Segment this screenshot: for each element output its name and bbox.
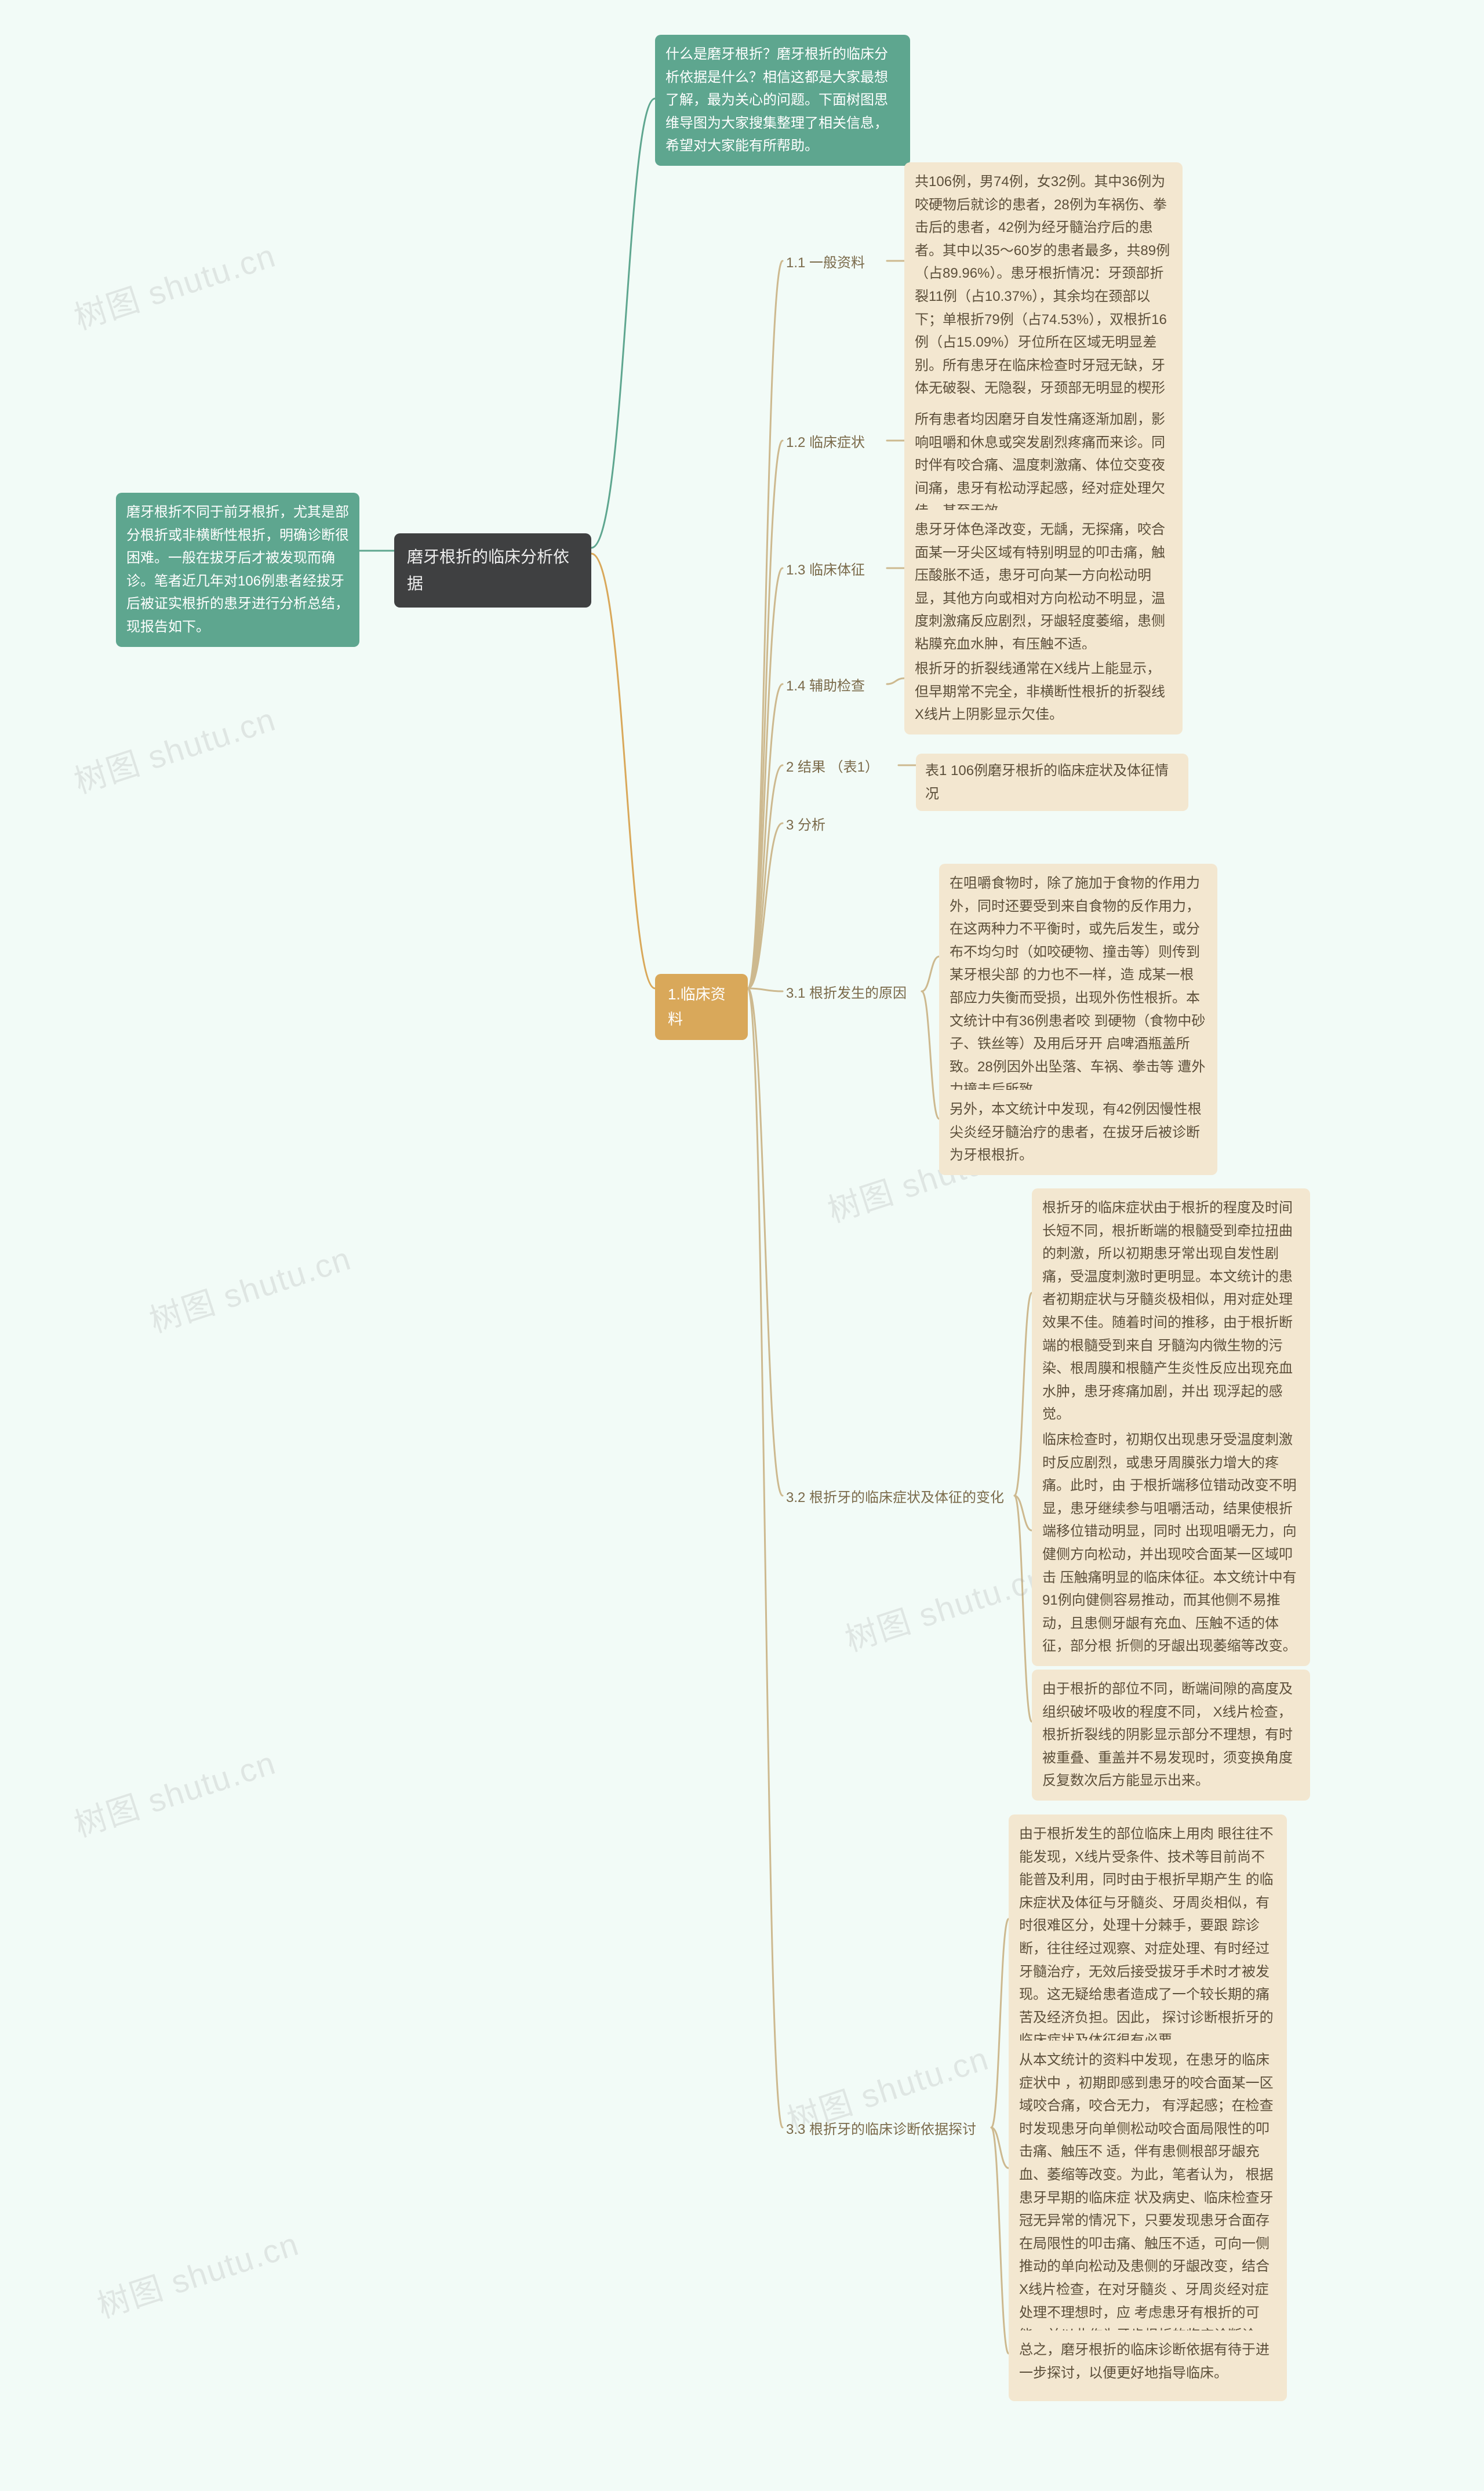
box-3-3-a: 由于根折发生的部位临床上用肉 眼往往不能发现，X线片受条件、技术等目前尚不能普及… [1009, 1814, 1287, 2060]
label-1-4[interactable]: 1.4 辅助检查 [783, 672, 887, 700]
label-1-2[interactable]: 1.2 临床症状 [783, 429, 887, 457]
intro-top-box: 什么是磨牙根折？磨牙根折的临床分析依据是什么？相信这都是大家最想了解，最为关心的… [655, 35, 910, 166]
box-3-2-a: 根折牙的临床症状由于根折的程度及时间长短不同，根折断端的根髓受到牵拉扭曲的刺激，… [1032, 1188, 1310, 1434]
box-3-3-c: 总之，磨牙根折的临床诊断依据有待于进一步探讨，以便更好地指导临床。 [1009, 2330, 1287, 2392]
box-3-1-b: 另外，本文统计中发现，有42例因慢性根尖炎经牙髓治疗的患者，在拔牙后被诊断为牙根… [939, 1090, 1217, 1175]
label-3-1[interactable]: 3.1 根折发生的原因 [783, 980, 922, 1008]
label-1-3[interactable]: 1.3 临床体征 [783, 557, 887, 584]
box-3-1-a: 在咀嚼食物时，除了施加于食物的作用力外，同时还要受到来自食物的反作用力，在这两种… [939, 864, 1217, 1110]
label-3-3[interactable]: 3.3 根折牙的临床诊断依据探讨 [783, 2116, 991, 2144]
box-1-3: 患牙牙体色泽改变，无龋，无探痛，咬合面某一牙尖区域有特别明显的叩击痛，触压酸胀不… [904, 510, 1183, 664]
box-2: 表1 106例磨牙根折的临床症状及体征情况 [916, 754, 1188, 811]
label-3-2[interactable]: 3.2 根折牙的临床症状及体征的变化 [783, 1484, 1014, 1512]
box-3-2-b: 临床检查时，初期仅出现患牙受温度刺激时反应剧烈，或患牙周膜张力增大的疼痛。此时，… [1032, 1420, 1310, 1666]
section-1-label[interactable]: 1.临床资料 [655, 974, 748, 1040]
label-2[interactable]: 2 结果 （表1） [783, 754, 899, 781]
center-title[interactable]: 磨牙根折的临床分析依据 [394, 533, 591, 608]
label-1-1[interactable]: 1.1 一般资料 [783, 249, 887, 277]
intro-left-box: 磨牙根折不同于前牙根折，尤其是部分根折或非横断性根折，明确诊断很困难。一般在拔牙… [116, 493, 359, 647]
label-3[interactable]: 3 分析 [783, 812, 841, 839]
box-3-2-c: 由于根折的部位不同，断端间隙的高度及组织破坏吸收的程度不同， X线片检查，根折折… [1032, 1670, 1310, 1801]
box-1-4: 根折牙的折裂线通常在X线片上能显示，但早期常不完全，非横断性根折的折裂线X线片上… [904, 649, 1183, 734]
